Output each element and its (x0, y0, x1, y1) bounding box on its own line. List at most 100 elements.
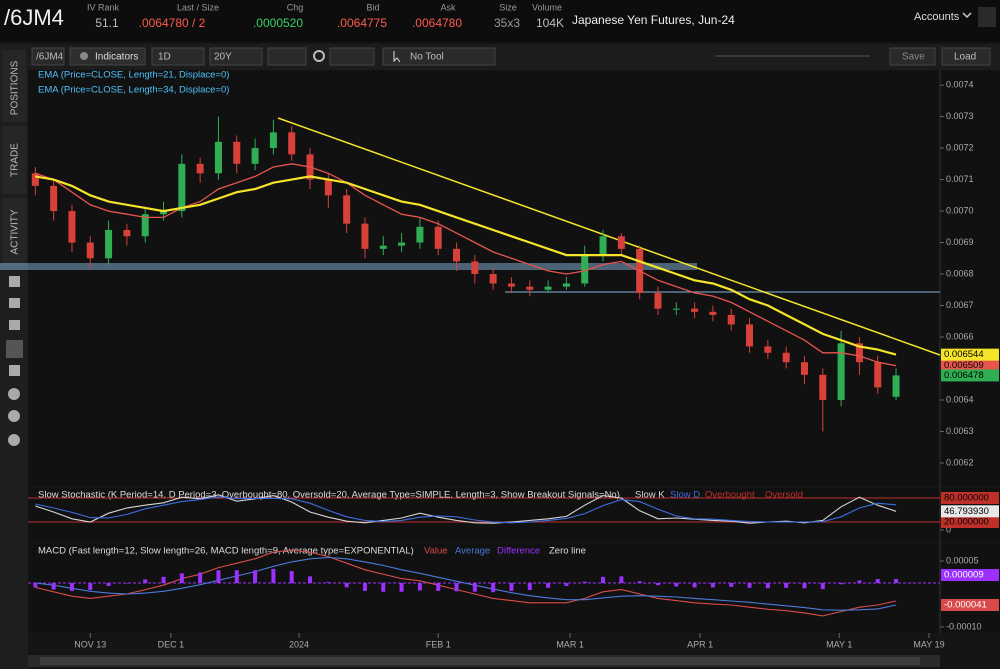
field-value: .0064775 (337, 16, 387, 30)
aggregation-label: 1D (158, 52, 171, 63)
histogram-bar (491, 582, 496, 593)
field-label: Bid (366, 2, 379, 12)
field-label: Size (499, 2, 517, 12)
x-tick-label: MAY 1 (826, 639, 852, 649)
study-label: EMA (Price=CLOSE, Length=21, Displace=0) (38, 70, 229, 81)
x-tick-label: FEB 1 (426, 639, 451, 649)
study-title: Slow Stochastic (K Period=14, D Period=3… (38, 490, 620, 501)
histogram-bar (802, 582, 807, 589)
tab[interactable] (2, 50, 26, 122)
price-pane (28, 70, 1000, 486)
histogram-bar (124, 582, 129, 584)
drawings-select[interactable] (329, 47, 375, 66)
histogram-bar (308, 576, 313, 583)
y-tick-label: 0 (946, 524, 951, 534)
macd-line (35, 549, 897, 617)
field-value: .0064780 / 2 (139, 16, 206, 30)
candle-body (892, 375, 900, 397)
sidebar-tab[interactable]: POSITIONS (10, 60, 21, 115)
last-value-box (941, 359, 999, 372)
candle-body (544, 286, 552, 290)
last-value-label: -0.000041 (944, 600, 987, 611)
last-value-box (941, 599, 999, 611)
histogram-bar (362, 582, 367, 591)
legend-entry: Value (424, 546, 448, 557)
menu-button[interactable] (978, 7, 996, 27)
histogram-bar (875, 579, 880, 583)
range-select[interactable] (209, 47, 263, 66)
last-value-box (941, 492, 999, 504)
tab[interactable] (2, 198, 26, 266)
tool-select[interactable] (382, 47, 496, 66)
candle-body (68, 211, 76, 243)
candle-body (416, 226, 424, 243)
last-value-box (941, 505, 999, 518)
histogram-bar (839, 582, 844, 585)
candle-body (398, 242, 406, 246)
candle-body (343, 195, 351, 224)
sidebar-tab[interactable]: TRADE (10, 143, 21, 177)
candle-body (562, 283, 570, 287)
candle-body (855, 343, 863, 363)
candle-body (269, 132, 277, 149)
last-value-label: 46.793930 (944, 506, 989, 517)
histogram-bar (729, 582, 734, 587)
legend-entry: Average (455, 546, 490, 557)
histogram-bar (179, 573, 184, 583)
settings-icon[interactable] (313, 50, 325, 62)
histogram-bar (33, 582, 38, 588)
field-value: 35x3 (494, 16, 520, 30)
indicators-label: Indicators (95, 52, 138, 63)
legend-entry: Oversold (765, 490, 803, 501)
histogram-bar (546, 582, 551, 588)
candle-body (251, 148, 259, 164)
indicators-icon (80, 52, 88, 60)
candle-body (178, 163, 186, 212)
sidebar-tab[interactable]: ACTIVITY (10, 209, 21, 254)
histogram-bar (894, 579, 899, 583)
header-bar (0, 0, 1000, 42)
scroll-thumb[interactable] (40, 657, 920, 665)
histogram-bar (857, 580, 862, 583)
histogram-bar (637, 581, 642, 583)
macd-pane (28, 543, 1000, 633)
last-value-box (941, 348, 999, 361)
candle-body (727, 314, 735, 325)
pointer-icon (393, 51, 401, 63)
symbol-box[interactable] (31, 47, 65, 66)
histogram-bar (655, 582, 660, 586)
histogram-bar (674, 582, 679, 587)
indicators-button[interactable] (69, 47, 146, 66)
histogram-bar (509, 582, 514, 591)
candle-body (617, 236, 625, 249)
symbol: /6JM4 (4, 5, 64, 30)
y-tick-label: 0.0063 (946, 426, 974, 436)
histogram-bar (143, 579, 148, 583)
stochastic-line (35, 496, 897, 524)
histogram-bar (69, 582, 74, 591)
last-value-label: 0.006478 (944, 370, 984, 381)
field-value: 104K (536, 16, 564, 30)
histogram-bar (216, 570, 221, 583)
style-select[interactable] (267, 47, 307, 66)
candle-body (379, 245, 387, 249)
candle-body (672, 308, 680, 310)
candle-body (434, 226, 442, 249)
tool-label: No Tool (410, 52, 444, 63)
save-button[interactable] (889, 47, 936, 66)
y-tick-label: 0.0062 (946, 457, 974, 467)
y-tick-label: -0.00010 (946, 621, 982, 631)
candle-body (709, 311, 717, 315)
candle-body (489, 274, 497, 284)
tab[interactable] (2, 126, 26, 194)
aggregation-select[interactable] (151, 47, 205, 66)
histogram-bar (765, 582, 770, 589)
field-label: Last / Size (177, 2, 219, 12)
histogram-bar (381, 582, 386, 592)
candle-body (141, 214, 149, 237)
accounts-menu[interactable]: Accounts (914, 11, 960, 23)
field-label: IV Rank (87, 2, 120, 12)
load-button[interactable] (941, 47, 991, 66)
candle-body (874, 362, 882, 388)
